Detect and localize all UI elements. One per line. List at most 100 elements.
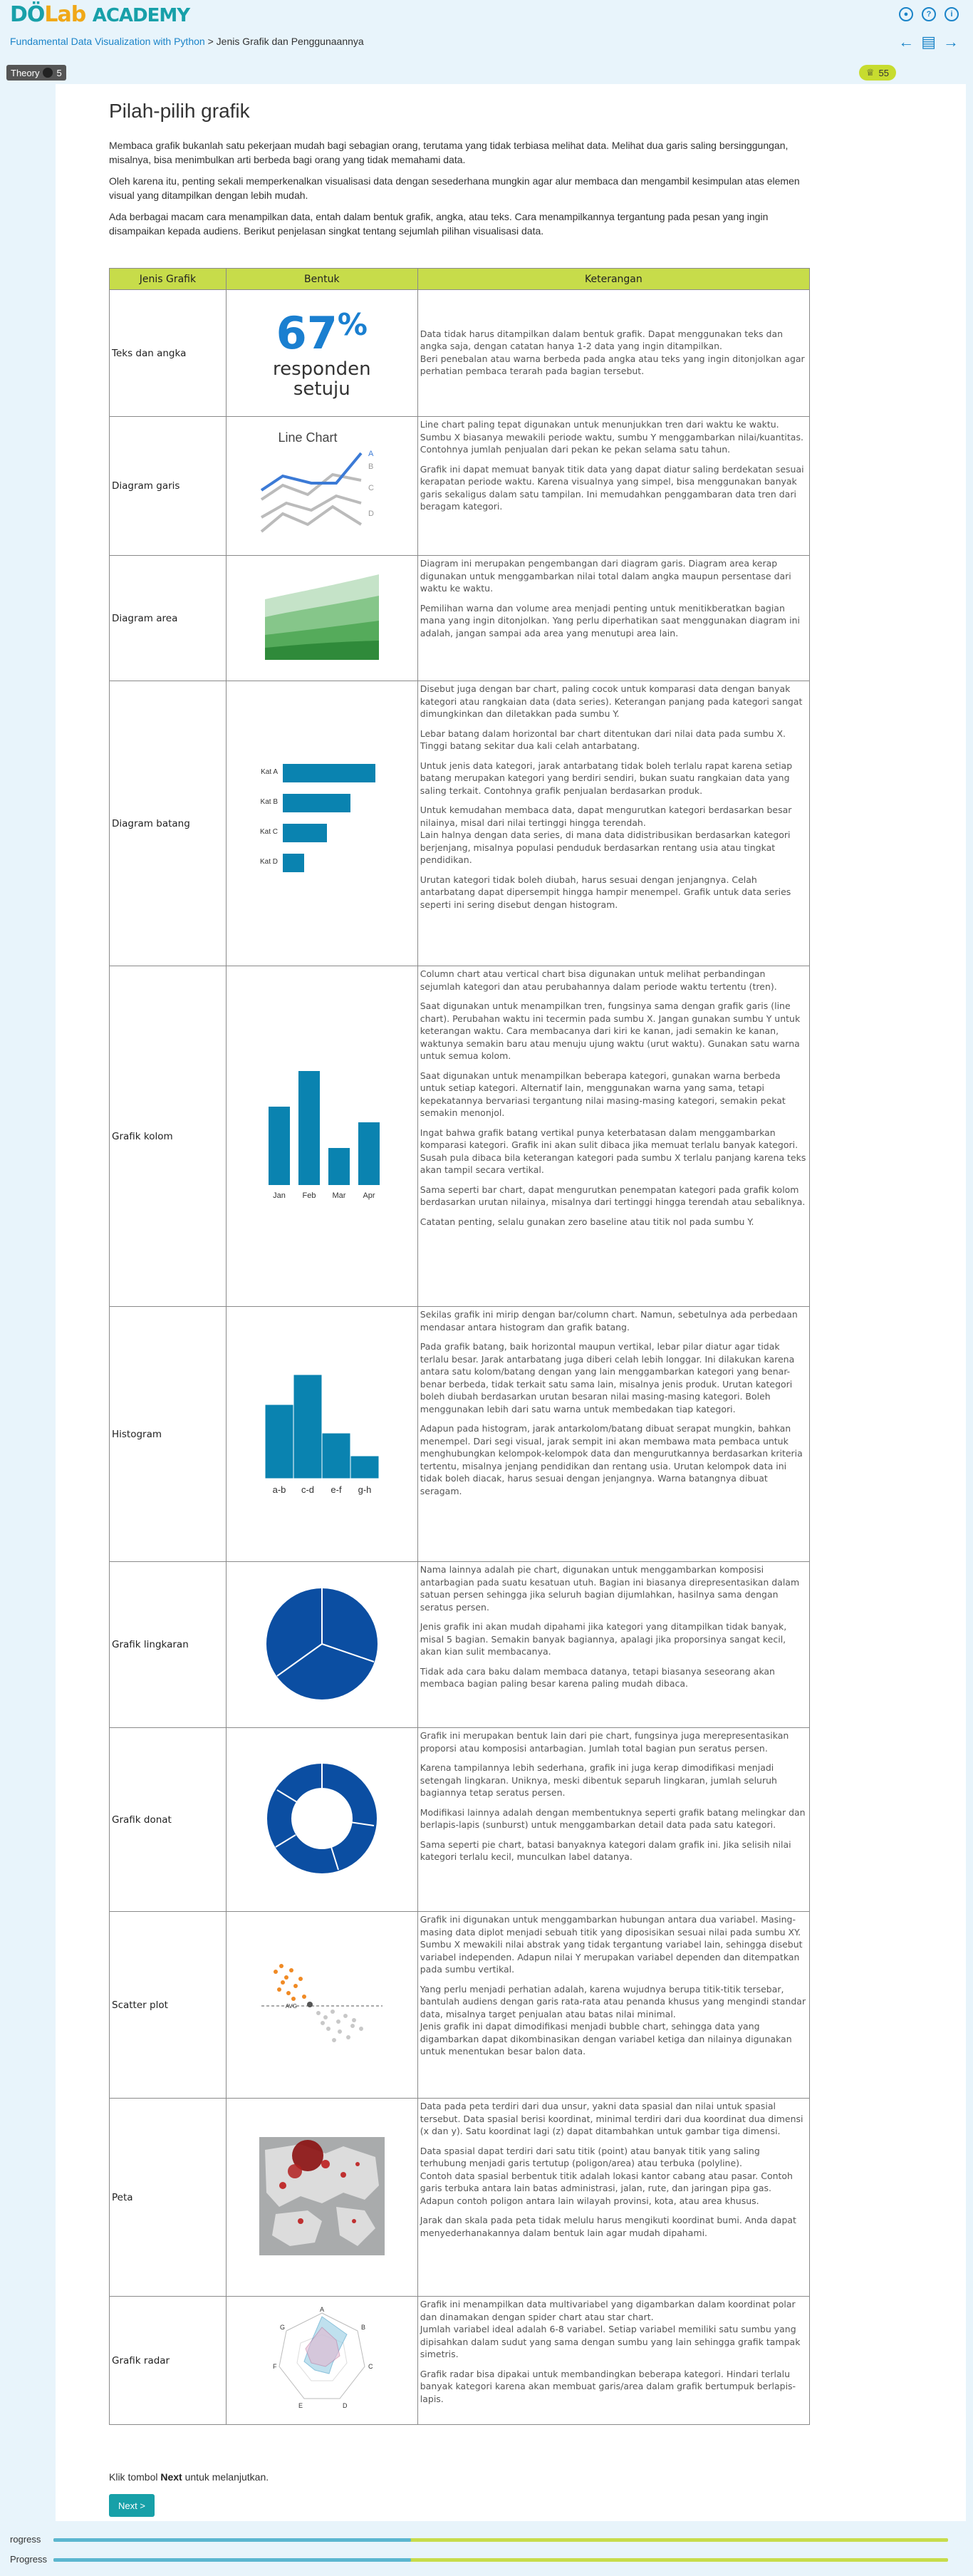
column (298, 1071, 320, 1185)
big-number-caption: responden (273, 358, 371, 380)
description-paragraph: Tidak ada cara baku dalam membaca datany… (420, 1665, 775, 1690)
map-bubble (287, 2164, 302, 2178)
scatter-point (301, 1995, 306, 1999)
area-chart-visual (225, 555, 418, 681)
arrow-right-icon[interactable]: → (943, 33, 959, 51)
table-row: Diagram garis Line Chart A B C D Line ch… (109, 416, 811, 556)
description-paragraph: Sama seperti bar chart, dapat mengurutka… (420, 1184, 806, 1208)
map-bubble (297, 2218, 303, 2224)
scatter-point (280, 1980, 285, 1985)
histogram-visual: a-b c-d e-f g-h (225, 1306, 418, 1562)
chart-type-description: Grafik ini merupakan bentuk lain dari pi… (417, 1727, 811, 1912)
chart-type-description: Diagram ini merupakan pengembangan dari … (417, 555, 811, 681)
info-icon[interactable]: i (945, 7, 959, 21)
chart-type-name: Grafik donat (109, 1727, 227, 1912)
line-series-c (260, 494, 362, 519)
donut-slice-edge (349, 1821, 374, 1826)
theory-label: Theory (11, 67, 40, 78)
radar-chart-icon: A B C D E F G (273, 2306, 373, 2409)
map-bubble (355, 2162, 360, 2166)
table-row: Peta Data pada peta t (109, 2098, 811, 2297)
user-icon[interactable]: ● (899, 7, 913, 21)
help-icon[interactable]: ? (922, 7, 936, 21)
line-series-b (260, 472, 362, 501)
theory-count: 5 (56, 67, 62, 78)
description-paragraph: Pemilihan warna dan volume area menjadi … (420, 602, 801, 638)
histogram-icon: a-b c-d e-f g-h (264, 1374, 380, 1495)
chart-type-name: Grafik lingkaran (109, 1561, 227, 1728)
pie-slice-edge (276, 1643, 323, 1677)
intro-paragraph: Membaca grafik bukanlah satu pekerjaan m… (109, 140, 789, 165)
chart-type-name: Diagram area (109, 555, 227, 681)
scatter-point (286, 1991, 291, 1995)
histogram-label: g-h (358, 1484, 371, 1495)
big-number: 67 (276, 307, 338, 359)
breadcrumb-course-link[interactable]: Fundamental Data Visualization with Pyth… (10, 36, 205, 47)
radar-axis-label: B (361, 2324, 365, 2331)
chart-type-name: Diagram batang (109, 681, 227, 966)
bar (282, 824, 327, 842)
dqlab-logo[interactable]: DÖLab ACADEMY (10, 2, 190, 27)
intro-text: Membaca grafik bukanlah satu pekerjaan m… (109, 138, 821, 238)
progress-track (53, 2558, 948, 2562)
description-paragraph: Grafik ini dapat memuat banyak titik dat… (420, 463, 804, 512)
description-paragraph: Sama seperti pie chart, batasi banyaknya… (420, 1838, 791, 1863)
scatter-point (323, 2015, 328, 2019)
chart-type-name: Grafik radar (109, 2296, 227, 2425)
scatter-point (345, 2035, 350, 2039)
description-paragraph: Urutan kategori tidak boleh diubah, haru… (420, 874, 791, 910)
scatter-point (358, 2027, 363, 2031)
column-header: Keterangan (417, 268, 811, 290)
progress-bar: Progress (0, 2552, 973, 2567)
description-paragraph: Data pada peta terdiri dari dua unsur, y… (420, 2101, 803, 2136)
line-chart-title: Line Chart (278, 430, 337, 445)
scatter-point (279, 1964, 283, 1968)
table-row: Grafik donat Grafik ini merupakan bentuk… (109, 1727, 811, 1912)
instruction-text: untuk melanjutkan. (182, 2471, 269, 2483)
breadcrumb-chapter: Jenis Grafik dan Penggunaannya (216, 36, 364, 47)
description-paragraph: Ingat bahwa grafik batang vertikal punya… (420, 1127, 806, 1176)
description-paragraph: Grafik ini merupakan bentuk lain dari pi… (420, 1730, 789, 1754)
description-paragraph: Line chart paling tepat digunakan untuk … (420, 419, 803, 455)
chart-type-description: Sekilas grafik ini mirip dengan bar/colu… (417, 1306, 811, 1562)
contents-icon[interactable]: ▤ (921, 33, 936, 51)
highlighted-point (306, 2002, 313, 2007)
description-paragraph: Karena tampilannya lebih sederhana, graf… (420, 1762, 777, 1798)
donut-ring (266, 1764, 377, 1873)
histogram-bin (350, 1455, 380, 1479)
chart-type-name: Scatter plot (109, 1911, 227, 2099)
table-row: Grafik lingkaran Nama lainnya adalah pie… (109, 1561, 811, 1728)
arrow-left-icon[interactable]: ← (898, 33, 915, 51)
bar-chart-visual: Kat A Kat B Kat C Kat D (225, 681, 418, 966)
percent-sign: % (337, 307, 368, 342)
description-paragraph: Jenis grafik ini akan mudah dipahami jik… (420, 1621, 787, 1657)
description-paragraph: Nama lainnya adalah pie chart, digunakan… (420, 1564, 800, 1613)
scatter-point (331, 2038, 336, 2042)
description-paragraph: Diagram ini merupakan pengembangan dari … (420, 558, 791, 594)
histogram-label: a-b (272, 1484, 286, 1495)
map-bubble (351, 2219, 356, 2223)
map-icon (259, 2137, 385, 2255)
column (268, 1107, 290, 1185)
radar-grid (279, 2312, 365, 2399)
chart-type-description: Column chart atau vertical chart bisa di… (417, 966, 811, 1307)
next-button[interactable]: Next > (109, 2494, 155, 2517)
column (358, 1122, 380, 1185)
big-number-caption: setuju (293, 378, 350, 400)
chart-type-description: Grafik ini digunakan untuk menggambarkan… (417, 1911, 811, 2099)
chart-type-name: Teks dan angka (109, 289, 227, 417)
column-label: Apr (363, 1191, 375, 1200)
chart-type-description: Data tidak harus ditampilkan dalam bentu… (417, 289, 811, 417)
table-row: Diagram area Diagram ini merupakan penge… (109, 555, 811, 681)
scatter-point (337, 2029, 342, 2034)
description-paragraph: Data tidak harus ditampilkan dalam bentu… (420, 328, 805, 377)
histogram-bin (264, 1404, 294, 1479)
series-label: D (368, 509, 374, 518)
series-label: C (368, 484, 374, 492)
intro-paragraph: Oleh karena itu, penting sekali memperke… (109, 175, 800, 201)
description-paragraph: Untuk jenis data kategori, jarak antarba… (420, 760, 793, 796)
scatter-point (320, 2021, 325, 2025)
chart-type-description: Nama lainnya adalah pie chart, digunakan… (417, 1561, 811, 1728)
description-paragraph: Grafik ini menampilkan data multivariabe… (420, 2299, 801, 2359)
map-bubble (321, 2160, 330, 2168)
